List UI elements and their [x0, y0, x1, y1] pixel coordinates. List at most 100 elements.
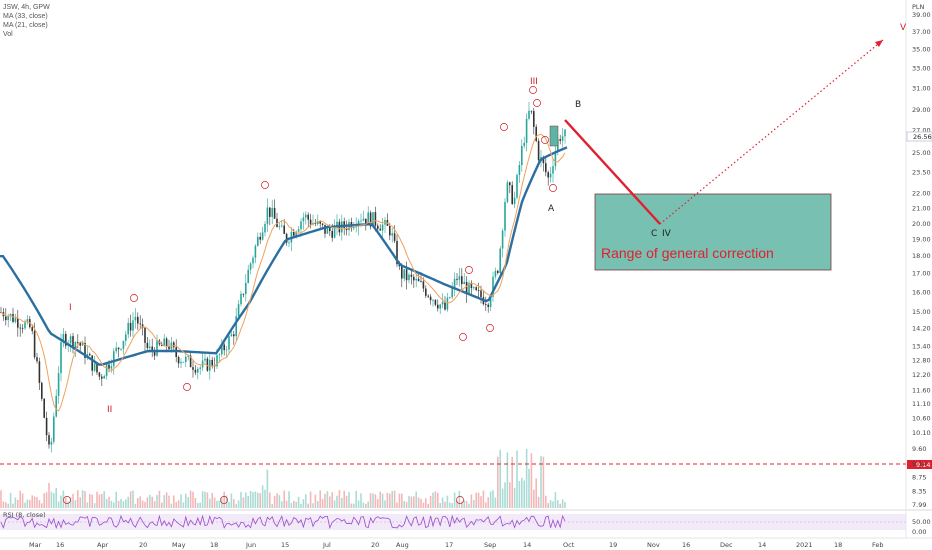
volume-bar — [345, 495, 348, 508]
volume-bar — [494, 497, 497, 508]
volume-bar — [161, 502, 163, 508]
candle-body — [295, 231, 297, 236]
volume-bar — [201, 491, 204, 508]
candle-body — [127, 322, 129, 335]
candle-body — [91, 355, 93, 371]
candle-body — [230, 334, 233, 337]
rsi-tick-label: 0.00 — [912, 528, 926, 536]
candle-body — [156, 340, 158, 356]
volume-bar — [2, 501, 5, 508]
volume-bar — [348, 492, 350, 508]
volume-bar — [422, 502, 425, 508]
price-tick-label: 13.40 — [912, 342, 931, 350]
volume-bar — [557, 500, 559, 508]
volume-bar — [113, 502, 115, 508]
wave-marker — [456, 496, 464, 504]
volume-bar — [487, 497, 489, 508]
volume-bar — [187, 497, 189, 508]
price-tick-label: 31.00 — [912, 85, 931, 93]
wave-marker — [549, 184, 557, 192]
volume-bar — [77, 490, 79, 508]
candle-body — [393, 233, 396, 241]
candle-body — [89, 354, 91, 356]
volume-bar — [245, 492, 247, 508]
volume-bar — [247, 495, 249, 508]
volume-bar — [432, 492, 434, 508]
volume-bar — [55, 488, 57, 508]
volume-bar — [324, 493, 326, 508]
candle-body — [125, 334, 127, 341]
volume-bar — [386, 492, 389, 508]
volume-bar — [110, 500, 113, 508]
candle-body — [518, 164, 521, 175]
volume-bar — [357, 500, 360, 508]
price-tick-label: 10.10 — [912, 429, 931, 437]
candle-body — [9, 314, 12, 317]
volume-bar — [79, 497, 81, 508]
volume-bar — [271, 503, 273, 508]
candle-body — [96, 363, 98, 373]
time-tick-label: Jun — [245, 541, 256, 549]
candle-body — [379, 228, 381, 231]
candle-body — [408, 274, 410, 281]
candle-body — [547, 172, 549, 178]
candle-body — [494, 270, 497, 277]
time-tick-label: Sep — [484, 541, 496, 549]
volume-bar — [408, 495, 410, 508]
price-tick-label: 15.00 — [912, 308, 931, 316]
wave-marker — [541, 136, 549, 144]
time-tick-label: Jul — [322, 541, 331, 549]
price-tick-label: 27.00 — [912, 127, 931, 135]
candle-body — [451, 287, 453, 298]
projection-arrowhead — [875, 40, 883, 47]
volume-bar — [509, 482, 511, 508]
volume-bar — [396, 502, 398, 508]
candle-body — [324, 224, 326, 234]
candle-body — [417, 278, 420, 282]
candle-body — [149, 346, 151, 349]
volume-bar — [285, 500, 288, 508]
candle-body — [24, 322, 26, 329]
candle-body — [321, 223, 324, 225]
volume-bar — [81, 490, 84, 508]
wave-label-iii: III — [530, 77, 538, 87]
volume-bar — [314, 494, 317, 508]
candle-body — [146, 342, 149, 349]
volume-bar — [403, 500, 405, 508]
candle-body — [141, 324, 144, 328]
volume-bar — [19, 490, 21, 508]
candle-body — [41, 382, 43, 399]
ma-33-line — [0, 146, 568, 366]
volume-bar — [163, 495, 165, 508]
time-tick-label: 16 — [56, 541, 64, 549]
time-tick-label: 14 — [758, 541, 766, 549]
candle-body — [12, 314, 14, 322]
candle-body — [84, 342, 86, 358]
candle-body — [281, 225, 283, 227]
candle-body — [333, 226, 336, 238]
time-tick-label: 2021 — [796, 541, 813, 549]
volume-bar — [319, 490, 321, 508]
volume-bar — [151, 496, 153, 508]
candle-body — [240, 293, 242, 305]
price-tick-label: 18.00 — [912, 252, 931, 260]
candle-body — [132, 320, 134, 331]
wave-marker — [459, 333, 467, 341]
candle-body — [314, 222, 317, 225]
volume-bar — [233, 499, 235, 508]
candle-body — [182, 361, 185, 363]
volume-bar — [216, 500, 218, 508]
volume-bar — [369, 493, 372, 508]
candle-body — [223, 344, 225, 351]
last-price-tag: 26.56 — [913, 133, 932, 141]
volume-bar — [165, 492, 168, 508]
candle-body — [74, 342, 77, 349]
price-tick-label: 14.20 — [912, 325, 931, 333]
volume-bar — [96, 491, 98, 508]
candle-body — [233, 334, 235, 337]
time-tick-label: Aug — [396, 541, 409, 549]
candle-body — [98, 372, 101, 377]
volume-bar — [206, 492, 209, 508]
candle-body — [343, 221, 345, 228]
